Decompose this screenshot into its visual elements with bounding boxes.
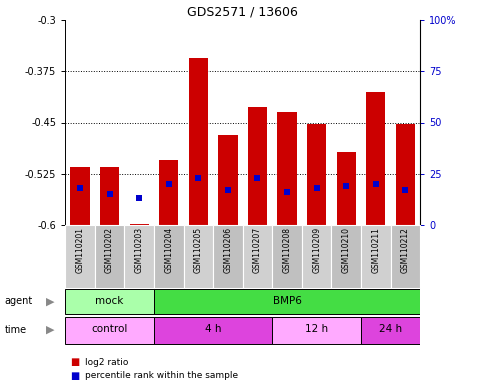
Text: percentile rank within the sample: percentile rank within the sample bbox=[85, 371, 238, 380]
Text: ▶: ▶ bbox=[46, 296, 55, 306]
Text: GSM110212: GSM110212 bbox=[401, 227, 410, 273]
Bar bbox=[242, 225, 272, 288]
Bar bbox=[302, 225, 331, 288]
Text: GSM110209: GSM110209 bbox=[312, 227, 321, 273]
Bar bbox=[65, 290, 154, 314]
Text: log2 ratio: log2 ratio bbox=[85, 358, 128, 367]
Text: mock: mock bbox=[96, 296, 124, 306]
Text: ■: ■ bbox=[70, 371, 79, 381]
Text: 12 h: 12 h bbox=[305, 324, 328, 334]
Bar bbox=[331, 225, 361, 288]
Text: ■: ■ bbox=[70, 357, 79, 367]
Text: GSM110204: GSM110204 bbox=[164, 227, 173, 273]
Bar bbox=[125, 225, 154, 288]
Text: GSM110210: GSM110210 bbox=[342, 227, 351, 273]
Point bbox=[76, 185, 84, 191]
Point bbox=[342, 183, 350, 189]
Text: GSM110206: GSM110206 bbox=[224, 227, 232, 273]
Title: GDS2571 / 13606: GDS2571 / 13606 bbox=[187, 6, 298, 19]
Bar bbox=[366, 92, 385, 225]
Bar bbox=[100, 167, 119, 225]
Text: GSM110202: GSM110202 bbox=[105, 227, 114, 273]
Text: 4 h: 4 h bbox=[205, 324, 221, 334]
Bar bbox=[248, 108, 267, 225]
Bar bbox=[189, 58, 208, 225]
Point bbox=[372, 181, 380, 187]
Bar bbox=[95, 225, 125, 288]
Text: GSM110201: GSM110201 bbox=[75, 227, 85, 273]
Bar bbox=[213, 225, 242, 288]
Text: GSM110207: GSM110207 bbox=[253, 227, 262, 273]
Point bbox=[195, 175, 202, 181]
Bar bbox=[391, 225, 420, 288]
Bar bbox=[361, 225, 391, 288]
Text: GSM110203: GSM110203 bbox=[135, 227, 143, 273]
Text: ▶: ▶ bbox=[46, 325, 55, 335]
Bar bbox=[272, 316, 361, 344]
Bar bbox=[71, 167, 90, 225]
Bar bbox=[277, 112, 297, 225]
Bar bbox=[154, 316, 272, 344]
Bar bbox=[154, 290, 420, 314]
Bar bbox=[65, 225, 95, 288]
Text: 24 h: 24 h bbox=[379, 324, 402, 334]
Text: GSM110208: GSM110208 bbox=[283, 227, 292, 273]
Point bbox=[254, 175, 261, 181]
Bar bbox=[184, 225, 213, 288]
Text: GSM110211: GSM110211 bbox=[371, 227, 380, 273]
Point bbox=[313, 185, 321, 191]
Point bbox=[283, 189, 291, 195]
Bar bbox=[218, 135, 238, 225]
Bar bbox=[307, 124, 327, 225]
Point bbox=[165, 181, 172, 187]
Point bbox=[224, 187, 232, 193]
Bar bbox=[154, 225, 184, 288]
Bar bbox=[272, 225, 302, 288]
Bar bbox=[361, 316, 420, 344]
Point bbox=[135, 195, 143, 202]
Bar bbox=[337, 152, 356, 225]
Point bbox=[401, 187, 409, 193]
Bar bbox=[396, 124, 415, 225]
Text: time: time bbox=[5, 325, 27, 335]
Point bbox=[106, 191, 114, 197]
Bar bbox=[129, 223, 149, 225]
Text: control: control bbox=[91, 324, 128, 334]
Text: GSM110205: GSM110205 bbox=[194, 227, 203, 273]
Bar bbox=[159, 160, 178, 225]
Text: BMP6: BMP6 bbox=[272, 296, 301, 306]
Bar bbox=[65, 316, 154, 344]
Text: agent: agent bbox=[5, 296, 33, 306]
